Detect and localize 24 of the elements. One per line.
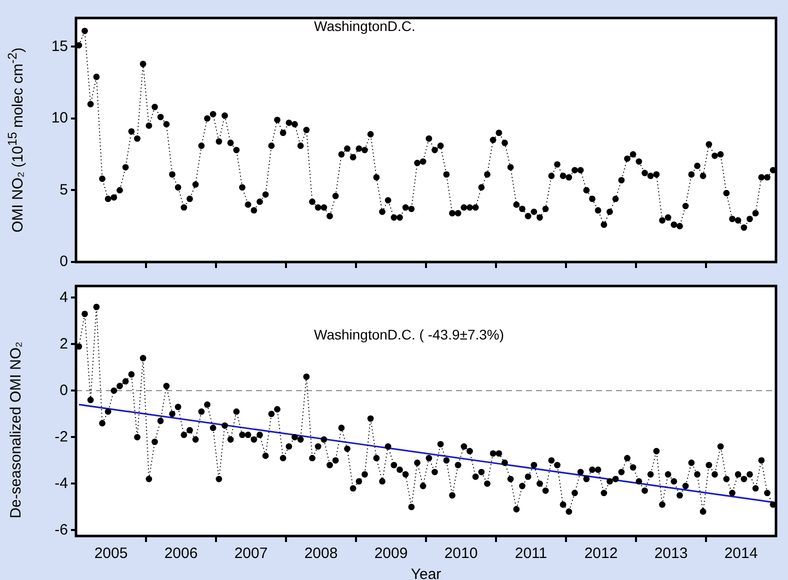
- y-tick-label: 2: [60, 335, 68, 352]
- y-tick-label: -2: [54, 428, 68, 446]
- y-tick-label: 5: [60, 181, 68, 198]
- x-tick-label: 2005: [94, 545, 128, 562]
- x-tick-label: 2013: [654, 545, 688, 562]
- x-tick-label: 2011: [514, 545, 548, 562]
- annotation: WashingtonD.C.: [314, 18, 416, 34]
- y-tick-label: 10: [51, 110, 68, 127]
- x-tick-label: 2012: [584, 545, 618, 562]
- y-tick-label: 0: [60, 253, 68, 270]
- y-tick-label: -6: [54, 521, 68, 538]
- annotation: WashingtonD.C. ( -43.9±7.3%): [314, 326, 504, 342]
- y-axis-title: De-seasonalized OMI NO₂: [8, 342, 24, 518]
- y-tick-label: 0: [60, 382, 68, 399]
- x-axis-title: Year: [410, 566, 442, 580]
- x-tick-label: 2008: [304, 545, 338, 562]
- x-tick-label: 2014: [724, 545, 758, 562]
- x-tick-label: 2009: [374, 545, 408, 562]
- y-tick-label: -4: [54, 474, 68, 492]
- x-tick-label: 2007: [234, 545, 268, 562]
- y-tick-label: 15: [51, 38, 68, 55]
- x-tick-label: 2010: [444, 545, 478, 562]
- y-tick-label: 4: [60, 288, 68, 306]
- x-tick-label: 2006: [164, 545, 198, 562]
